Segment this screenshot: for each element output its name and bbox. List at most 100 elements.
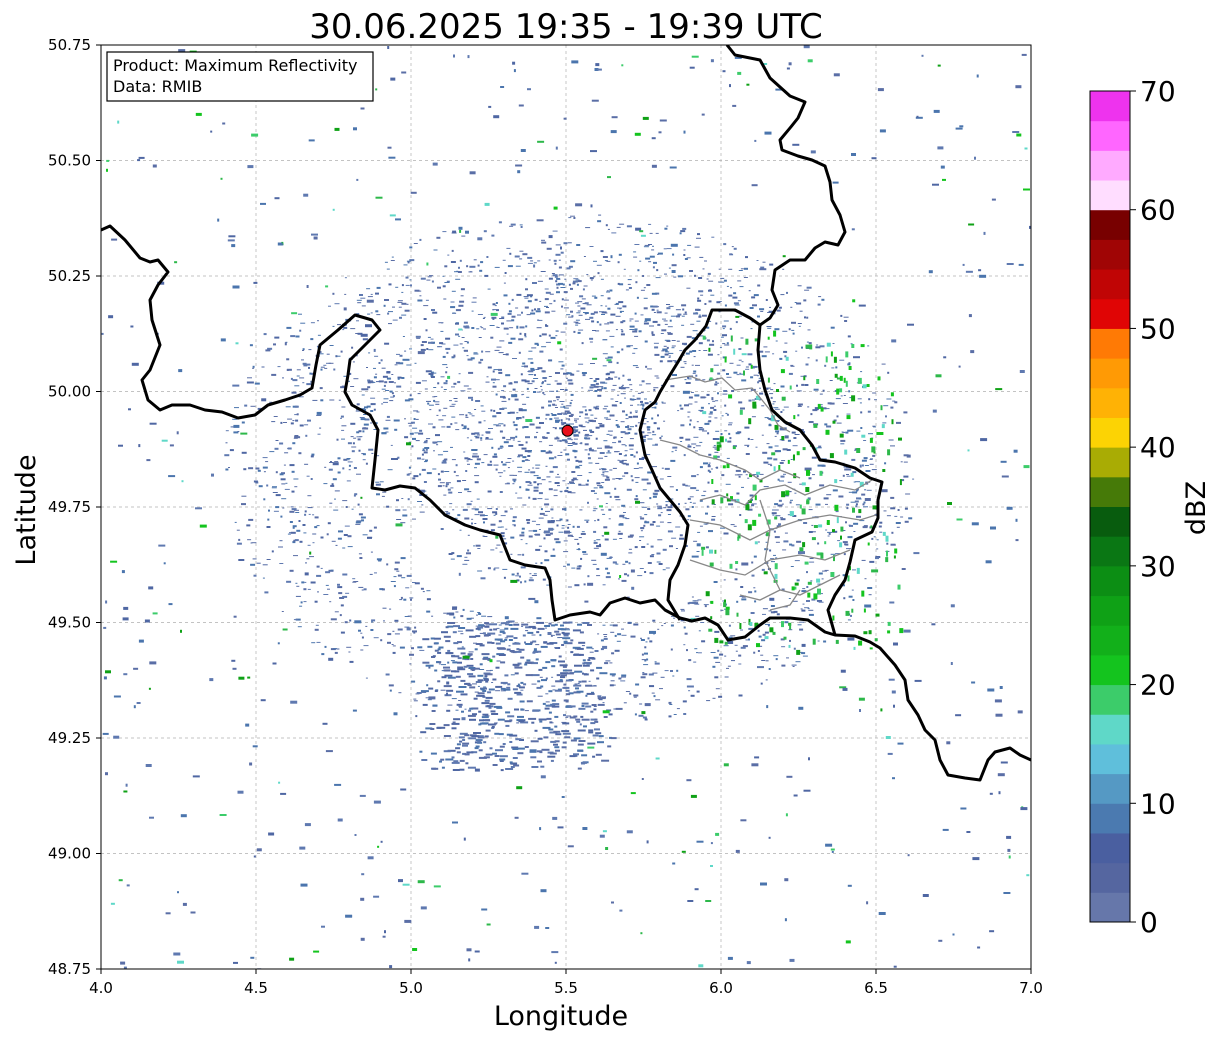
radar-echo-pixel <box>411 445 414 448</box>
radar-echo-pixel <box>450 660 455 662</box>
radar-echo-pixel <box>561 423 565 426</box>
radar-echo-pixel <box>844 320 848 322</box>
radar-echo-pixel <box>515 575 520 577</box>
radar-echo-pixel <box>870 525 873 529</box>
radar-echo-pixel <box>471 310 474 312</box>
radar-echo-pixel <box>735 432 740 435</box>
radar-echo-pixel <box>814 407 819 411</box>
radar-echo-pixel <box>657 323 661 326</box>
radar-echo-pixel <box>710 294 715 296</box>
radar-echo-pixel <box>381 367 386 369</box>
radar-echo-pixel <box>903 629 911 633</box>
radar-echo-pixel <box>704 260 707 262</box>
radar-echo-pixel <box>149 816 154 819</box>
radar-echo-pixel <box>445 758 454 761</box>
radar-echo-pixel <box>728 422 733 424</box>
radar-echo-pixel <box>619 283 624 286</box>
radar-echo-pixel <box>362 459 366 461</box>
radar-echo-pixel <box>592 510 596 512</box>
radar-echo-pixel <box>866 489 872 491</box>
radar-echo-pixel <box>661 401 664 403</box>
radar-echo-pixel <box>627 425 630 428</box>
radar-echo-pixel <box>310 322 315 324</box>
radar-echo-pixel <box>570 482 575 484</box>
radar-echo-pixel <box>723 763 729 767</box>
radar-echo-pixel <box>782 255 786 258</box>
radar-echo-pixel <box>275 440 279 441</box>
radar-echo-pixel <box>528 597 536 600</box>
colorbar-segment <box>1090 625 1130 656</box>
radar-echo-pixel <box>485 624 490 626</box>
radar-echo-pixel <box>751 416 756 418</box>
radar-echo-pixel <box>462 347 465 349</box>
radar-echo-pixel <box>1000 761 1008 764</box>
radar-echo-pixel <box>564 686 568 689</box>
radar-echo-pixel <box>629 398 632 401</box>
radar-echo-pixel <box>105 670 111 674</box>
radar-echo-pixel <box>1006 506 1013 510</box>
radar-echo-pixel <box>479 644 485 647</box>
radar-echo-pixel <box>435 434 440 437</box>
radar-echo-pixel <box>832 343 835 344</box>
radar-echo-pixel <box>232 418 238 420</box>
radar-echo-pixel <box>597 518 600 521</box>
radar-echo-pixel <box>572 442 578 445</box>
radar-echo-pixel <box>302 348 305 351</box>
radar-echo-pixel <box>422 661 430 664</box>
radar-echo-pixel <box>525 643 533 645</box>
radar-echo-pixel <box>244 404 248 407</box>
colorbar-segment <box>1090 358 1130 389</box>
radar-echo-pixel <box>512 358 517 359</box>
radar-echo-pixel <box>445 482 451 484</box>
radar-echo-pixel <box>424 440 427 443</box>
radar-echo-pixel <box>563 117 567 120</box>
radar-echo-pixel <box>588 472 592 474</box>
radar-echo-pixel <box>685 438 691 441</box>
radar-echo-pixel <box>253 855 256 858</box>
radar-echo-pixel <box>754 541 758 545</box>
radar-echo-pixel <box>220 338 226 342</box>
radar-echo-pixel <box>642 423 647 425</box>
radar-echo-pixel <box>549 293 554 295</box>
radar-echo-pixel <box>509 741 513 743</box>
radar-echo-pixel <box>649 497 652 500</box>
radar-echo-pixel <box>608 376 611 379</box>
radar-echo-pixel <box>467 55 470 59</box>
radar-echo-pixel <box>547 451 553 454</box>
radar-echo-pixel <box>668 701 672 704</box>
radar-echo-pixel <box>688 396 693 399</box>
radar-echo-pixel <box>565 672 574 675</box>
radar-echo-pixel <box>620 310 624 312</box>
radar-echo-pixel <box>535 467 540 469</box>
radar-echo-pixel <box>818 296 822 298</box>
radar-echo-pixel <box>384 930 386 934</box>
radar-echo-pixel <box>578 363 584 365</box>
radar-echo-pixel <box>565 716 569 718</box>
radar-echo-pixel <box>455 322 459 325</box>
radar-echo-pixel <box>525 436 530 439</box>
radar-echo-pixel <box>370 293 373 295</box>
radar-echo-pixel <box>459 229 462 233</box>
radar-echo-pixel <box>508 398 511 401</box>
radar-echo-pixel <box>469 635 477 638</box>
radar-echo-pixel <box>587 575 590 578</box>
radar-echo-pixel <box>289 510 295 513</box>
radar-echo-pixel <box>527 631 534 634</box>
radar-echo-pixel <box>352 581 357 583</box>
radar-echo-pixel <box>591 691 594 694</box>
radar-echo-pixel <box>639 404 645 406</box>
radar-echo-pixel <box>804 561 809 565</box>
radar-echo-pixel <box>789 958 795 962</box>
radar-echo-pixel <box>587 659 591 661</box>
radar-echo-pixel <box>367 296 373 298</box>
radar-echo-pixel <box>535 310 541 313</box>
radar-echo-pixel <box>574 420 577 422</box>
radar-echo-pixel <box>602 645 608 649</box>
colorbar-segment <box>1090 892 1130 923</box>
radar-echo-pixel <box>779 480 784 482</box>
radar-echo-pixel <box>693 540 698 542</box>
radar-echo-pixel <box>550 336 556 339</box>
radar-echo-pixel <box>615 478 621 479</box>
radar-echo-pixel <box>362 453 366 456</box>
radar-echo-pixel <box>752 519 757 526</box>
